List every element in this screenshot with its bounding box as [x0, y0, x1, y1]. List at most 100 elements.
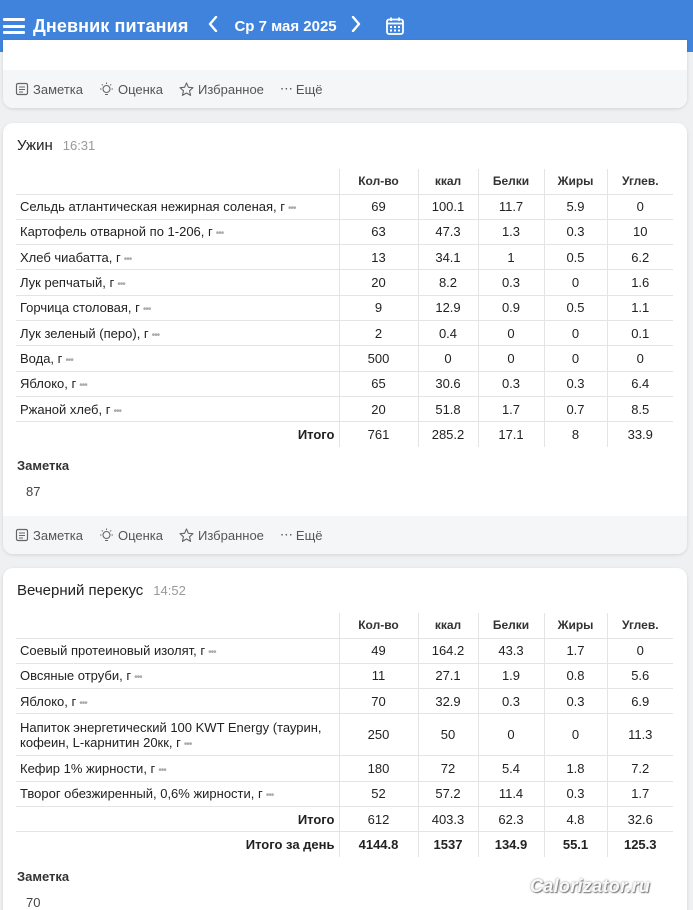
- food-name-cell[interactable]: Яблоко, г •••: [16, 370, 339, 397]
- calendar-icon[interactable]: [385, 16, 405, 36]
- food-name-cell[interactable]: Лук репчатый, г •••: [16, 269, 339, 296]
- protein-cell: 1.3: [477, 218, 544, 245]
- food-name-cell[interactable]: Напиток энергетический 100 KWT Energy (т…: [16, 713, 339, 756]
- note-button[interactable]: Заметка: [15, 528, 83, 543]
- meal-time: 16:31: [62, 138, 96, 153]
- qty-cell[interactable]: 49: [338, 637, 418, 664]
- chevron-left-icon[interactable]: [206, 15, 220, 38]
- qty-cell[interactable]: 20: [338, 269, 418, 296]
- food-name[interactable]: Кефир 1% жирности, г: [20, 761, 156, 777]
- food-name-cell[interactable]: Яблоко, г •••: [16, 688, 339, 714]
- food-name[interactable]: Ржаной хлеб, г: [20, 401, 111, 417]
- more-dots-icon[interactable]: •••: [65, 354, 73, 366]
- table-row[interactable]: Лук зеленый (перо), г ••• 2 0.4 0 0 0.1: [16, 319, 673, 346]
- more-button[interactable]: ⋯ Ещё: [280, 81, 323, 97]
- qty-cell[interactable]: 65: [338, 370, 418, 397]
- table-row[interactable]: Творог обезжиренный, 0,6% жирности, г •••…: [16, 780, 673, 807]
- food-name-cell[interactable]: Кефир 1% жирности, г •••: [16, 755, 339, 782]
- food-name[interactable]: Соевый протеиновый изолят, г: [20, 643, 206, 659]
- food-name[interactable]: Овсяные отруби, г: [20, 668, 132, 684]
- more-dots-icon[interactable]: •••: [265, 790, 274, 802]
- table-header-row: Кол-во ккал Белки Жиры Углев.: [16, 613, 673, 638]
- qty-cell[interactable]: 500: [338, 345, 418, 372]
- food-name[interactable]: Лук репчатый, г: [20, 275, 115, 291]
- carbs-cell: 11.3: [606, 713, 673, 756]
- food-name[interactable]: Лук зеленый (перо), г: [20, 325, 149, 341]
- rating-button[interactable]: Оценка: [99, 528, 163, 543]
- protein-cell: 43.3: [477, 637, 544, 664]
- food-name-cell[interactable]: Картофель отварной по 1-206, г •••: [16, 218, 339, 245]
- food-name[interactable]: Яблоко, г: [20, 693, 77, 709]
- more-dots-icon[interactable]: •••: [158, 765, 166, 777]
- current-date[interactable]: Ср 7 мая 2025: [234, 17, 337, 35]
- food-name-cell[interactable]: Горчица столовая, г •••: [16, 294, 339, 321]
- protein-cell: 0: [477, 345, 544, 372]
- food-name-cell[interactable]: Овсяные отруби, г •••: [16, 662, 339, 689]
- column-header-carbs: Углев.: [606, 613, 673, 638]
- menu-icon[interactable]: [3, 18, 25, 34]
- more-dots-icon[interactable]: •••: [215, 228, 224, 240]
- more-button[interactable]: ⋯ Ещё: [280, 527, 323, 543]
- table-row[interactable]: Кефир 1% жирности, г ••• 180 72 5.4 1.8 7.2: [16, 755, 673, 782]
- qty-cell[interactable]: 63: [338, 218, 418, 245]
- table-row[interactable]: Яблоко, г ••• 70 32.9 0.3 0.3 6.9: [16, 688, 673, 714]
- food-name[interactable]: Вода, г: [20, 350, 63, 366]
- more-dots-icon[interactable]: •••: [288, 203, 296, 215]
- qty-cell[interactable]: 250: [338, 713, 418, 756]
- table-row[interactable]: Соевый протеиновый изолят, г ••• 49 164.2 43…: [16, 637, 673, 664]
- favorite-button[interactable]: Избранное: [179, 82, 264, 97]
- qty-cell[interactable]: 13: [338, 244, 418, 270]
- food-name[interactable]: Напиток энергетический 100 KWT Energy (т…: [20, 719, 322, 750]
- chevron-right-icon[interactable]: [349, 15, 363, 38]
- food-name[interactable]: Сельдь атлантическая нежирная соленая, г: [20, 199, 286, 215]
- more-dots-icon[interactable]: •••: [123, 253, 132, 265]
- qty-cell[interactable]: 2: [338, 319, 418, 346]
- food-name[interactable]: Творог обезжиренный, 0,6% жирности, г: [20, 786, 263, 802]
- table-row[interactable]: Картофель отварной по 1-206, г ••• 63 47.3 1…: [16, 218, 673, 245]
- qty-cell[interactable]: 20: [338, 395, 418, 422]
- table-row[interactable]: Горчица столовая, г ••• 9 12.9 0.9 0.5 1.1: [16, 294, 673, 321]
- food-name-cell[interactable]: Соевый протеиновый изолят, г •••: [16, 637, 339, 664]
- protein-cell: 0: [477, 713, 544, 756]
- more-dots-icon[interactable]: •••: [117, 279, 125, 291]
- food-name-cell[interactable]: Творог обезжиренный, 0,6% жирности, г •••: [16, 780, 339, 807]
- food-name-cell[interactable]: Хлеб чиабатта, г •••: [16, 244, 339, 270]
- more-dots-icon[interactable]: •••: [79, 380, 87, 392]
- qty-cell[interactable]: 11: [338, 662, 418, 689]
- qty-cell[interactable]: 52: [338, 780, 418, 807]
- more-dots-icon[interactable]: •••: [134, 672, 142, 684]
- food-name-cell[interactable]: Сельдь атлантическая нежирная соленая, г…: [16, 193, 339, 220]
- more-dots-icon[interactable]: •••: [113, 405, 121, 417]
- carbs-cell: 6.2: [606, 244, 673, 270]
- rating-button[interactable]: Оценка: [99, 82, 163, 97]
- table-row[interactable]: Ржаной хлеб, г ••• 20 51.8 1.7 0.7 8.5: [16, 395, 673, 422]
- meal-actions: Заметка Оценка Избранное ⋯ Ещё: [3, 516, 687, 554]
- food-name[interactable]: Яблоко, г: [20, 376, 77, 392]
- table-row[interactable]: Вода, г ••• 500 0 0 0 0: [16, 345, 673, 372]
- note-button[interactable]: Заметка: [15, 82, 83, 97]
- note-label: Заметка: [17, 458, 70, 473]
- qty-cell[interactable]: 180: [338, 755, 418, 782]
- qty-cell[interactable]: 70: [338, 688, 418, 714]
- food-name-cell[interactable]: Вода, г •••: [16, 345, 339, 372]
- table-row[interactable]: Лук репчатый, г ••• 20 8.2 0.3 0 1.6: [16, 269, 673, 296]
- food-name[interactable]: Горчица столовая, г: [20, 300, 140, 316]
- table-row[interactable]: Сельдь атлантическая нежирная соленая, г…: [16, 193, 673, 220]
- more-dots-icon[interactable]: •••: [142, 304, 151, 316]
- column-header-kcal: ккал: [417, 169, 478, 194]
- table-row[interactable]: Овсяные отруби, г ••• 11 27.1 1.9 0.8 5.6: [16, 662, 673, 689]
- qty-cell[interactable]: 9: [338, 294, 418, 321]
- table-row[interactable]: Напиток энергетический 100 KWT Energy (т…: [16, 713, 673, 756]
- table-row[interactable]: Яблоко, г ••• 65 30.6 0.3 0.3 6.4: [16, 370, 673, 397]
- table-row[interactable]: Хлеб чиабатта, г ••• 13 34.1 1 0.5 6.2: [16, 244, 673, 270]
- food-name[interactable]: Картофель отварной по 1-206, г: [20, 224, 213, 240]
- more-dots-icon[interactable]: •••: [151, 329, 160, 341]
- qty-cell[interactable]: 69: [338, 193, 418, 220]
- more-dots-icon[interactable]: •••: [79, 697, 87, 709]
- more-dots-icon[interactable]: •••: [208, 647, 216, 659]
- more-dots-icon[interactable]: •••: [183, 738, 192, 750]
- food-name[interactable]: Хлеб чиабатта, г: [20, 249, 121, 265]
- favorite-button[interactable]: Избранное: [179, 528, 264, 543]
- food-name-cell[interactable]: Лук зеленый (перо), г •••: [16, 319, 339, 346]
- food-name-cell[interactable]: Ржаной хлеб, г •••: [16, 395, 339, 422]
